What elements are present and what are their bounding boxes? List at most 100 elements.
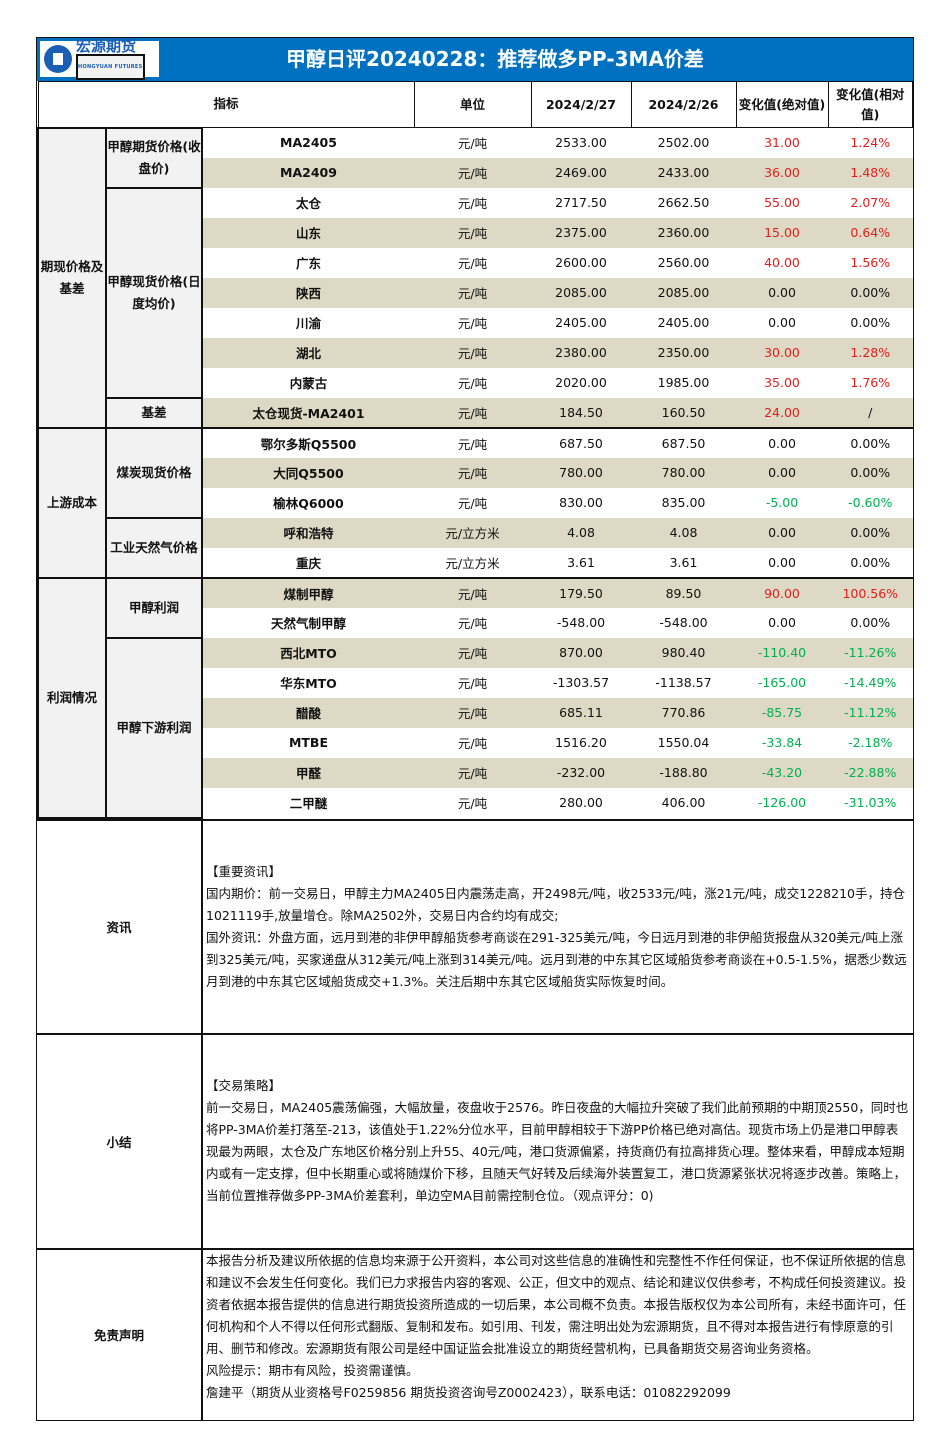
unit: 元/吨 — [414, 697, 531, 728]
rel-change: 1.24% — [850, 135, 891, 151]
logo-sub: HONGYUAN FUTURES — [76, 54, 145, 80]
rel-change: -22.88% — [828, 757, 913, 788]
table-row: 大同Q5500 元/吨 780.00 780.00 0.00 0.00% — [38, 457, 913, 488]
rel-change: 2.07% — [850, 195, 891, 210]
table-row: 内蒙古 元/吨 2020.00 1985.00 35.00 1.76% — [38, 368, 913, 398]
value-date1: 2533.00 — [555, 135, 607, 151]
table-row: 湖北 元/吨 2380.00 2350.00 30.00 1.28% — [38, 337, 913, 368]
group-label: 上游成本 — [37, 426, 107, 579]
group-label: 利润情况 — [37, 576, 107, 819]
value-date1: -548.00 — [556, 615, 606, 630]
abs-change: 35.00 — [764, 375, 800, 390]
subgroup-label: 甲醇期货价格(收盘价) — [105, 126, 203, 189]
abs-change: 0.00 — [736, 426, 828, 458]
item-name: 华东MTO — [280, 676, 337, 691]
disclaimer-text: 本报告分析及建议所依据的信息均来源于公开资料，本公司对这些信息的准确性和完整性不… — [206, 1252, 907, 1400]
value-date2: 3.61 — [669, 554, 698, 570]
unit: 元/吨 — [457, 736, 488, 751]
abs-change: 24.00 — [736, 397, 828, 428]
value-date2: 2502.00 — [657, 135, 710, 151]
table-row: 甲醇现货价格(日度均价) 太仓 元/吨 2717.50 2662.50 55.00 2.07… — [38, 186, 913, 399]
abs-change: 0.00 — [736, 457, 828, 488]
value-date2: 406.00 — [661, 795, 706, 810]
rel-change: -31.03% — [844, 795, 897, 810]
abs-change: -5.00 — [765, 495, 799, 510]
abs-change: 55.00 — [764, 195, 800, 210]
abs-change: -43.20 — [736, 757, 828, 788]
value-date2: 2360.00 — [631, 217, 736, 248]
rel-change: -0.60% — [848, 495, 893, 510]
value-date1: 2717.50 — [555, 195, 607, 210]
table-row: 利润情况 甲醇利润 煤制甲醇 元/吨 179.50 89.50 90.00 100.56% — [37, 576, 913, 819]
value-date2: 770.86 — [631, 697, 736, 728]
col-date2: 2024/2/26 — [630, 81, 737, 128]
news-label: 资讯 — [37, 820, 203, 1033]
rel-change: 100.56% — [828, 576, 913, 608]
unit: 元/吨 — [414, 337, 531, 368]
table-row: 广东 元/吨 2600.00 2560.00 40.00 1.56% — [38, 248, 913, 278]
abs-change: 0.00 — [736, 277, 828, 308]
table-row: 榆林Q6000 元/吨 830.00 835.00 -5.00 -0.60% — [38, 488, 913, 518]
company-logo: 宏源期货 HONGYUAN FUTURES — [40, 37, 159, 80]
table-row: 川渝 元/吨 2405.00 2405.00 0.00 0.00% — [38, 308, 913, 338]
rel-change: 0.00% — [828, 457, 913, 488]
table-row: MA2409 元/吨 2469.00 2433.00 36.00 1.48% — [38, 157, 913, 188]
value-date1: 685.11 — [531, 697, 631, 728]
item-name: 西北MTO — [202, 637, 414, 668]
rel-change: 0.00% — [828, 426, 913, 458]
logo-icon — [44, 45, 72, 73]
news-section: 资讯 【重要资讯】 国内期价：前一交易日，甲醇主力MA2405日内震荡走高，开2… — [37, 818, 913, 1033]
unit: 元/吨 — [457, 136, 488, 152]
item-name: 煤制甲醇 — [202, 576, 414, 608]
unit: 元/吨 — [414, 757, 531, 788]
rel-change: 1.48% — [828, 157, 913, 188]
item-name: 甲醛 — [202, 757, 414, 788]
col-abs-change: 变化值(绝对值) — [735, 81, 829, 128]
logo-name: 宏源期货 — [76, 37, 137, 55]
item-name: 天然气制甲醇 — [270, 616, 346, 631]
col-indicator: 指标 — [37, 81, 415, 128]
unit: 元/吨 — [457, 316, 488, 331]
unit: 元/吨 — [414, 217, 531, 248]
disclaimer-section: 免责声明 本报告分析及建议所依据的信息均来源于公开资料，本公司对这些信息的准确性… — [37, 1247, 913, 1420]
rel-change: 0.00% — [850, 315, 891, 330]
unit: 元/吨 — [457, 796, 488, 811]
value-date1: 2085.00 — [531, 277, 631, 308]
disclaimer-label: 免责声明 — [37, 1249, 203, 1420]
abs-change: -33.84 — [761, 735, 803, 750]
item-name: 广东 — [295, 256, 321, 271]
unit: 元/吨 — [414, 576, 531, 608]
unit: 元/吨 — [414, 397, 531, 428]
value-date1: 870.00 — [531, 637, 631, 668]
item-name: 湖北 — [202, 337, 414, 368]
abs-change: 90.00 — [736, 576, 828, 608]
rel-change: 0.00% — [828, 517, 913, 548]
rel-change: 1.28% — [828, 337, 913, 368]
rel-change: 0.64% — [828, 217, 913, 248]
group-label: 期现价格及基差 — [37, 126, 107, 429]
title-bar: 宏源期货 HONGYUAN FUTURES 甲醇日评20240228：推荐做多PP… — [37, 38, 913, 81]
rel-change: -14.49% — [844, 675, 897, 690]
table-row: 甲醛 元/吨 -232.00 -188.80 -43.20 -22.88% — [38, 757, 913, 788]
value-date2: 2085.00 — [631, 277, 736, 308]
value-date1: 3.61 — [567, 554, 595, 570]
value-date2: 2405.00 — [657, 315, 710, 330]
summary-label: 小结 — [37, 1034, 203, 1248]
value-date1: 2600.00 — [555, 255, 607, 270]
item-name: MA2409 — [202, 157, 414, 188]
rel-change: 0.00% — [850, 615, 891, 630]
value-date1: 780.00 — [531, 457, 631, 488]
rel-change: 0.00% — [828, 277, 913, 308]
abs-change: 0.00 — [768, 615, 796, 630]
value-date1: 1516.20 — [555, 735, 607, 750]
item-name: 呼和浩特 — [202, 517, 414, 548]
value-date1: 2405.00 — [555, 315, 607, 330]
item-name: 二甲醚 — [289, 796, 328, 811]
value-date2: 2662.50 — [657, 195, 710, 210]
value-date2: 2350.00 — [631, 337, 736, 368]
value-date2: -548.00 — [659, 615, 708, 630]
value-date1: 830.00 — [559, 495, 603, 510]
item-name: 川渝 — [295, 316, 321, 331]
value-date2: 4.08 — [631, 517, 736, 548]
value-date2: 1985.00 — [657, 375, 710, 390]
